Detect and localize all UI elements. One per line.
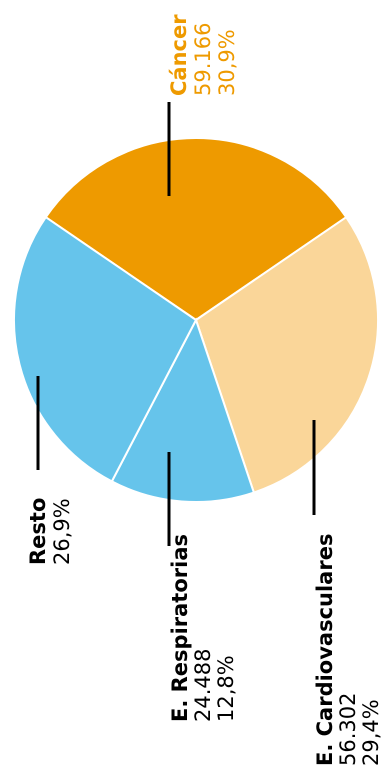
slice-resto bbox=[13, 215, 198, 483]
percent-cardiovasculares: 29,4% bbox=[359, 699, 381, 766]
percent-respiratorias: 12,8% bbox=[214, 655, 238, 722]
slice-respiratorias bbox=[110, 317, 256, 503]
label-resto: Resto bbox=[26, 498, 50, 565]
slice-cardiovasculares bbox=[194, 215, 379, 494]
label-respiratorias: E. Respiratorias bbox=[168, 534, 192, 722]
count-respiratorias: 24.488 bbox=[191, 649, 215, 722]
slice-cancer bbox=[44, 136, 348, 322]
percent-cancer: 30,9% bbox=[215, 29, 239, 96]
pie-slices bbox=[13, 136, 379, 503]
label-cardiovasculares: E. Cardiovasculares bbox=[313, 534, 337, 766]
label-cancer: Cáncer bbox=[167, 14, 191, 96]
percent-resto: 26,9% bbox=[50, 498, 74, 565]
count-cardiovasculares: 56.302 bbox=[336, 693, 360, 766]
count-cancer: 59.166 bbox=[191, 23, 215, 96]
